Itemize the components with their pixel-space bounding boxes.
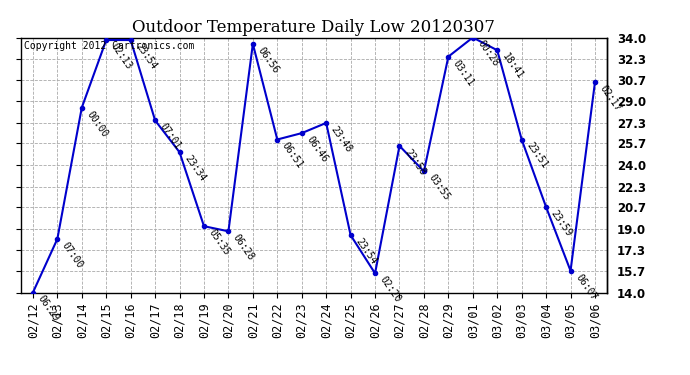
- Text: 05:35: 05:35: [207, 228, 232, 257]
- Text: 23:54: 23:54: [353, 237, 378, 266]
- Text: 23:48: 23:48: [329, 124, 354, 154]
- Text: 18:41: 18:41: [500, 52, 525, 81]
- Text: 02:20: 02:20: [378, 275, 403, 304]
- Text: 00:28: 00:28: [475, 39, 501, 69]
- Text: 06:46: 06:46: [304, 135, 330, 164]
- Title: Outdoor Temperature Daily Low 20120307: Outdoor Temperature Daily Low 20120307: [132, 19, 495, 36]
- Text: 07:01: 07:01: [158, 122, 183, 152]
- Text: 23:54: 23:54: [133, 42, 159, 71]
- Text: 23:34: 23:34: [182, 154, 208, 183]
- Text: 06:28: 06:28: [231, 233, 256, 262]
- Text: 03:55: 03:55: [426, 173, 452, 202]
- Text: 06:51: 06:51: [280, 141, 305, 171]
- Text: 06:07: 06:07: [573, 272, 598, 302]
- Text: 23:51: 23:51: [524, 141, 549, 171]
- Text: 00:00: 00:00: [85, 109, 110, 139]
- Text: 06:56: 06:56: [255, 45, 281, 75]
- Text: 02:17: 02:17: [598, 84, 623, 113]
- Text: 02:13: 02:13: [109, 42, 134, 71]
- Text: 07:00: 07:00: [60, 240, 85, 270]
- Text: 23:58: 23:58: [402, 147, 427, 177]
- Text: 23:59: 23:59: [549, 209, 574, 238]
- Text: Copyright 2012 Cartronics.com: Copyright 2012 Cartronics.com: [23, 41, 194, 51]
- Text: 03:11: 03:11: [451, 58, 476, 88]
- Text: 06:29: 06:29: [36, 294, 61, 324]
